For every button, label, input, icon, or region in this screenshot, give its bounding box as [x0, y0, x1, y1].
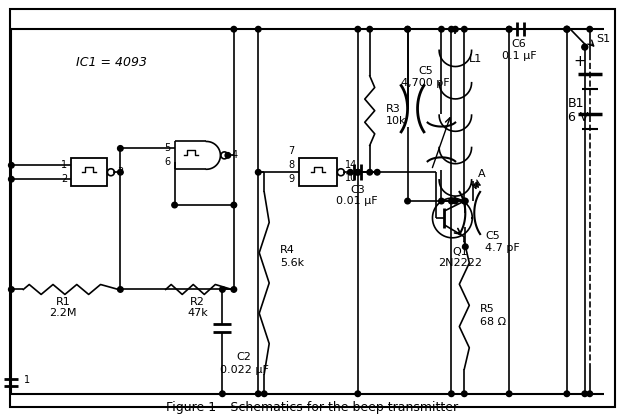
Circle shape — [348, 169, 353, 175]
Text: 5.6k: 5.6k — [280, 258, 304, 268]
Circle shape — [449, 26, 454, 32]
Circle shape — [439, 198, 444, 204]
Text: L1: L1 — [469, 54, 482, 64]
Text: C6: C6 — [512, 39, 526, 49]
Circle shape — [9, 287, 14, 292]
Text: C2: C2 — [237, 352, 252, 362]
Circle shape — [439, 26, 444, 32]
Circle shape — [219, 391, 225, 396]
Text: 4: 4 — [232, 150, 238, 160]
Text: IC1 = 4093: IC1 = 4093 — [76, 57, 147, 70]
Text: 6: 6 — [164, 157, 171, 167]
Text: B1: B1 — [568, 97, 584, 110]
Circle shape — [374, 169, 380, 175]
Text: Q1: Q1 — [452, 247, 468, 257]
Circle shape — [256, 26, 261, 32]
Bar — [299, 158, 337, 186]
Circle shape — [367, 169, 372, 175]
Circle shape — [355, 169, 361, 175]
Text: 2: 2 — [61, 174, 68, 184]
Text: 1: 1 — [61, 160, 67, 170]
Circle shape — [506, 26, 512, 32]
Circle shape — [256, 169, 261, 175]
Text: 0.1 μF: 0.1 μF — [502, 51, 536, 61]
Text: 0.01 μF: 0.01 μF — [336, 196, 378, 206]
Text: R5: R5 — [480, 304, 495, 314]
Text: 10k: 10k — [386, 116, 406, 126]
Circle shape — [118, 146, 123, 151]
Circle shape — [452, 26, 458, 32]
Circle shape — [355, 26, 361, 32]
Circle shape — [564, 26, 569, 32]
Circle shape — [405, 198, 411, 204]
Circle shape — [452, 198, 458, 204]
Text: +: + — [573, 54, 586, 70]
Text: 5: 5 — [164, 143, 171, 153]
Circle shape — [231, 26, 237, 32]
Text: 14: 14 — [345, 160, 358, 170]
Circle shape — [231, 202, 237, 208]
Text: 4.7 pF: 4.7 pF — [485, 243, 520, 253]
Circle shape — [587, 391, 592, 396]
Circle shape — [172, 202, 177, 208]
Bar — [71, 158, 107, 186]
Text: 8: 8 — [288, 160, 294, 170]
Circle shape — [582, 44, 587, 50]
Circle shape — [118, 287, 123, 292]
Text: 0.022 μF: 0.022 μF — [220, 365, 269, 375]
Text: 2N2222: 2N2222 — [438, 258, 483, 268]
Circle shape — [462, 244, 468, 250]
Circle shape — [256, 391, 261, 396]
Circle shape — [449, 391, 454, 396]
Text: 6 V: 6 V — [568, 111, 588, 124]
Text: C5: C5 — [418, 66, 433, 76]
Text: 10: 10 — [345, 173, 358, 183]
Circle shape — [9, 163, 14, 168]
Circle shape — [449, 198, 454, 204]
Circle shape — [355, 391, 361, 396]
Circle shape — [587, 26, 592, 32]
Text: 68 Ω: 68 Ω — [480, 317, 506, 327]
Circle shape — [461, 26, 467, 32]
Text: C5: C5 — [485, 231, 500, 241]
Text: R4: R4 — [280, 245, 295, 255]
Text: 9: 9 — [288, 174, 294, 184]
Circle shape — [118, 169, 123, 175]
Text: 2.2M: 2.2M — [49, 308, 77, 318]
Circle shape — [506, 26, 512, 32]
Text: Figure 1 – Schematics for the beep transmitter: Figure 1 – Schematics for the beep trans… — [166, 401, 458, 414]
Circle shape — [231, 287, 237, 292]
Text: R2: R2 — [190, 297, 205, 308]
Text: 4,700 pF: 4,700 pF — [401, 78, 450, 88]
Text: R1: R1 — [56, 297, 71, 308]
Circle shape — [9, 176, 14, 182]
Circle shape — [405, 26, 411, 32]
Circle shape — [355, 169, 361, 175]
Text: 47k: 47k — [187, 308, 208, 318]
Circle shape — [461, 391, 467, 396]
Circle shape — [564, 391, 569, 396]
Circle shape — [462, 198, 468, 204]
Circle shape — [405, 26, 411, 32]
Circle shape — [225, 153, 231, 158]
Text: C3: C3 — [350, 185, 364, 195]
Text: A: A — [478, 169, 486, 179]
Text: R3: R3 — [386, 103, 401, 114]
Text: 7: 7 — [288, 146, 294, 156]
Circle shape — [506, 391, 512, 396]
Circle shape — [582, 391, 587, 396]
Text: 1: 1 — [24, 375, 31, 385]
Circle shape — [219, 287, 225, 292]
Circle shape — [367, 26, 372, 32]
Circle shape — [261, 391, 267, 396]
Circle shape — [461, 198, 467, 204]
Text: S1: S1 — [597, 34, 611, 44]
Text: 3: 3 — [118, 167, 123, 177]
Circle shape — [564, 26, 570, 32]
